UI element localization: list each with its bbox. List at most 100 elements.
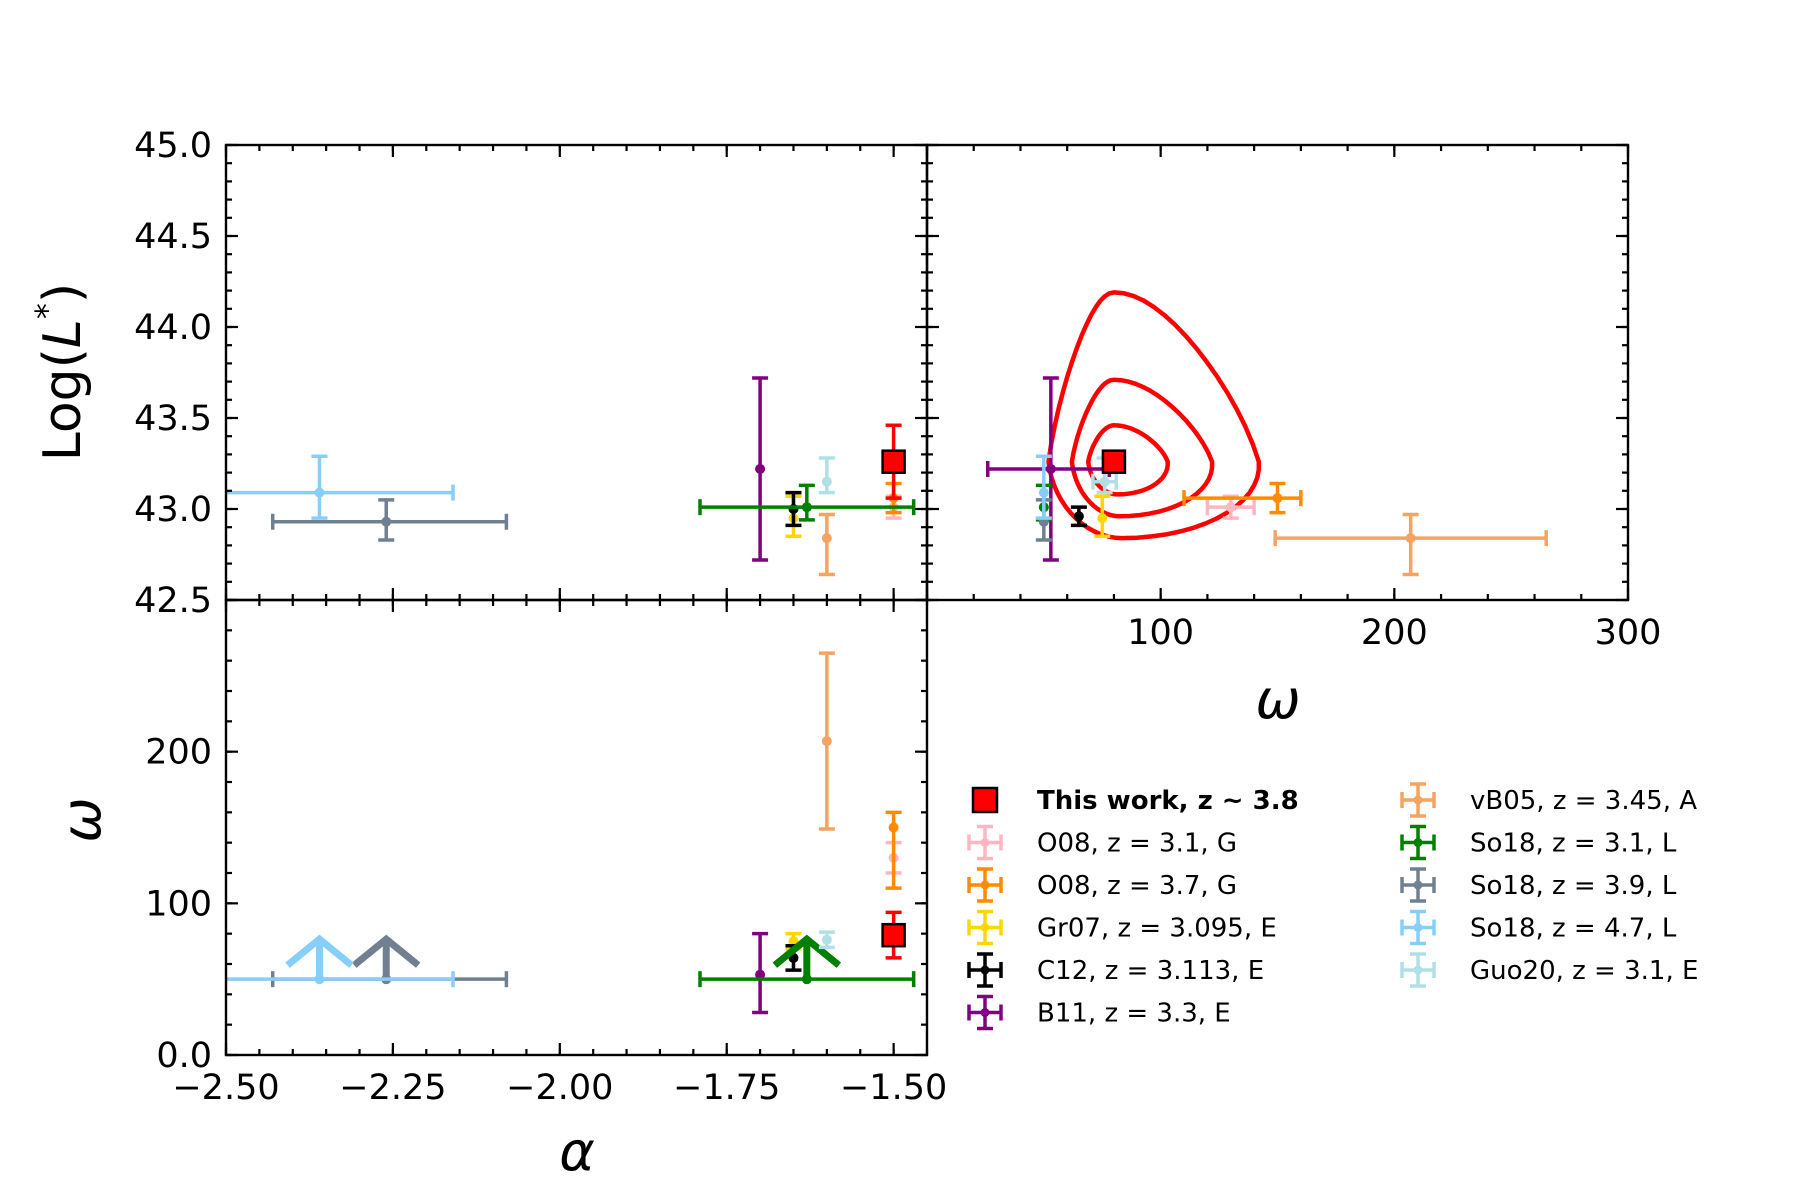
- point-marker: [801, 502, 812, 513]
- limit-arrow-head: [352, 934, 421, 968]
- ticks: [925, 143, 1630, 602]
- ylabel-logL-post: ): [33, 283, 93, 303]
- x-tick-label: 300: [1595, 613, 1662, 653]
- point-marker: [1099, 476, 1110, 487]
- legend-point: [1413, 838, 1423, 847]
- legend-label-tail: z ~ 3.8: [1189, 786, 1299, 816]
- data-point: [1035, 454, 1052, 520]
- point-marker: [314, 487, 325, 498]
- point-marker: [314, 974, 325, 985]
- legend-entry: O08, z = 3.7, G: [967, 867, 1237, 903]
- legend-label: O08, z = 3.7, G: [1037, 871, 1237, 901]
- data-point: [752, 931, 769, 1015]
- xlabel-omega: ω: [1255, 668, 1300, 731]
- data-point: [986, 376, 1112, 562]
- panel-frame: [925, 143, 1630, 602]
- legend-label: So18, z = 4.7, L: [1470, 914, 1677, 944]
- legend-entry: vB05, z = 3.45, A: [1400, 782, 1697, 818]
- y-tick-label: 45.0: [134, 126, 212, 166]
- y-tick-label: 44.0: [134, 308, 212, 348]
- x-tick-label: −2.00: [506, 1068, 613, 1108]
- data-point: [698, 483, 916, 522]
- ylabel-logL-pre: Log(: [33, 348, 93, 461]
- legend-point: [1413, 923, 1423, 932]
- data-point: [1070, 505, 1087, 528]
- data-point: [698, 934, 916, 988]
- data-point: [226, 934, 455, 988]
- legend-label: Guo20, z = 3.1, E: [1470, 956, 1698, 986]
- legend-point: [980, 965, 990, 975]
- tick-labels: 0.0 100 200 −2.50 −2.25 −2.00 −1.75 −1.50: [145, 733, 947, 1108]
- data-point: [881, 423, 906, 500]
- contour-level-2: [1069, 377, 1215, 519]
- y-tick-label: 43.0: [134, 490, 212, 530]
- panel-frame: [224, 143, 929, 602]
- legend-label: So18, z = 3.1, L: [1470, 829, 1677, 859]
- x-tick-label: −1.50: [840, 1068, 947, 1108]
- legend: This work, z ~ 3.8 O08, z = 3.1, G O08, z …: [967, 782, 1698, 1031]
- legend-entry: So18, z = 3.1, L: [1400, 824, 1677, 861]
- x-tick-label: −2.25: [339, 1068, 446, 1108]
- legend-label: This work, z ~ 3.8: [1037, 786, 1299, 816]
- data-point: [818, 930, 835, 950]
- data-point: [1273, 512, 1548, 577]
- panel-omega-vs-logL: 100 200 300: [925, 143, 1662, 653]
- data-point: [752, 376, 769, 562]
- data-point: [1101, 449, 1127, 474]
- legend-point: [980, 838, 990, 847]
- legend-label: Gr07, z = 3.095, E: [1037, 914, 1277, 944]
- y-tick-label: 0.0: [156, 1036, 212, 1076]
- legend-label-main: This work,: [1037, 786, 1189, 816]
- point-marker: [1045, 463, 1056, 474]
- plot-area: [986, 290, 1548, 577]
- point-marker: [821, 736, 832, 747]
- legend-label: O08, z = 3.1, G: [1037, 829, 1237, 859]
- point-marker: [821, 476, 832, 487]
- x-tick-label: −1.75: [673, 1068, 780, 1108]
- y-tick-label: 42.5: [134, 581, 212, 621]
- point-marker: [1073, 511, 1084, 522]
- point-marker: [1225, 502, 1236, 513]
- square-marker: [1101, 449, 1127, 474]
- data-point: [226, 454, 455, 520]
- ticks: [224, 143, 929, 602]
- point-marker: [755, 969, 766, 980]
- limit-arrow-head: [285, 934, 354, 968]
- x-tick-label: −2.50: [172, 1068, 279, 1108]
- legend-entry: Guo20, z = 3.1, E: [1400, 952, 1698, 988]
- legend-point: [980, 923, 990, 932]
- legend-label: So18, z = 3.9, L: [1470, 871, 1677, 901]
- x-tick-label: 200: [1361, 613, 1428, 653]
- tick-labels: 42.5 43.0 43.5 44.0 44.5 45.0: [134, 126, 212, 621]
- legend-label: C12, z = 3.113, E: [1037, 956, 1264, 986]
- y-tick-label: 100: [145, 884, 212, 924]
- legend-point: [1413, 965, 1423, 975]
- point-marker: [821, 934, 832, 945]
- data-point: [1205, 494, 1256, 520]
- panel-alpha-vs-logL: 42.5 43.0 43.5 44.0 44.5 45.0: [134, 126, 929, 621]
- xlabel-alpha: α: [559, 1120, 595, 1183]
- point-marker: [821, 533, 832, 544]
- panel-alpha-vs-omega: 0.0 100 200 −2.50 −2.25 −2.00 −1.75 −1.50: [145, 598, 947, 1108]
- ticks: [224, 598, 929, 1057]
- y-tick-label: 43.5: [134, 399, 212, 439]
- legend-square-marker: [971, 786, 999, 814]
- y-tick-label: 44.5: [134, 217, 212, 257]
- legend-label: B11, z = 3.3, E: [1037, 999, 1231, 1029]
- plot-area: [226, 651, 916, 1015]
- point-marker: [755, 463, 766, 474]
- legend-point: [1413, 880, 1423, 890]
- ylabel-logL-var: L: [33, 319, 93, 348]
- contour-level-3: [1085, 423, 1170, 497]
- ylabel-omega: ω: [50, 797, 113, 842]
- data-point: [818, 456, 835, 495]
- x-tick-label: 100: [1127, 613, 1194, 653]
- legend-entry: So18, z = 3.9, L: [1400, 867, 1677, 903]
- legend-point: [980, 1008, 990, 1017]
- point-marker: [1097, 513, 1108, 524]
- legend-entry: B11, z = 3.3, E: [967, 994, 1231, 1031]
- plot-area: [226, 376, 916, 577]
- data-point: [885, 810, 902, 890]
